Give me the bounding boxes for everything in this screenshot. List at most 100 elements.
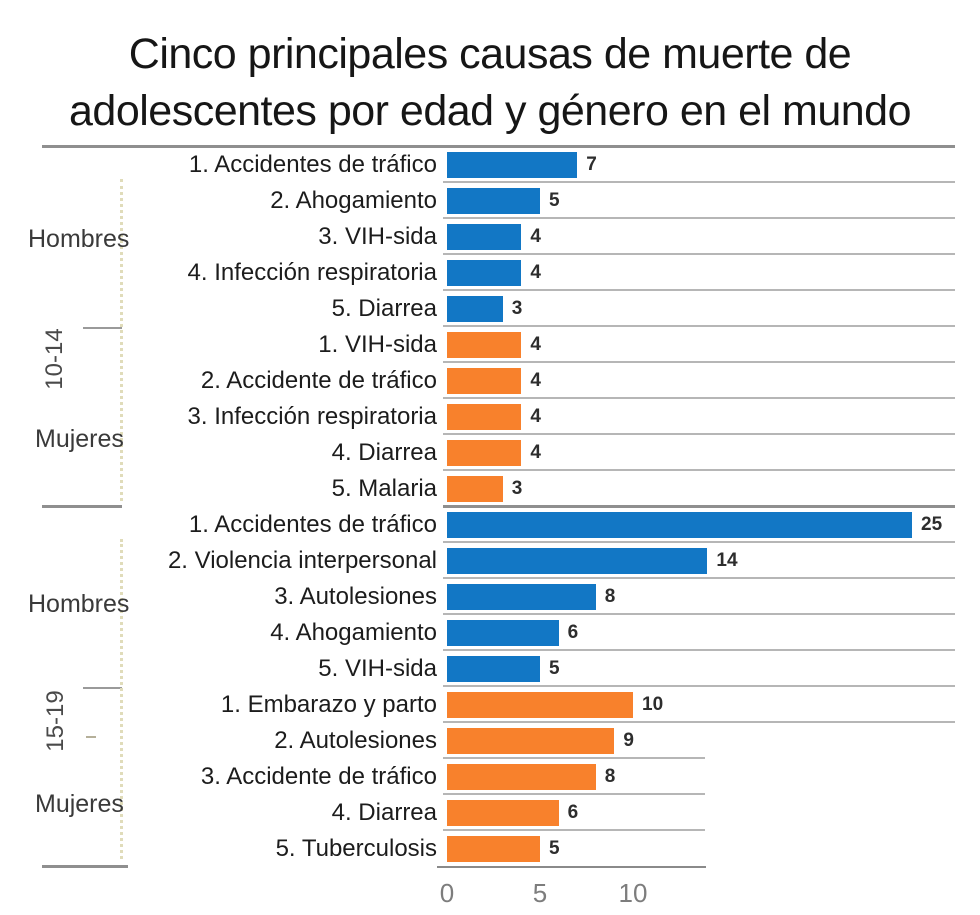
- bar-value-label: 8: [604, 586, 616, 607]
- chart-row: 3. Accidente de tráfico 8: [0, 759, 980, 795]
- row-gridline: [443, 361, 955, 363]
- bar-value-label: 6: [567, 622, 579, 643]
- bar-mujeres: [447, 404, 522, 430]
- row-gridline: [443, 325, 955, 327]
- bar-hombres: [447, 188, 540, 214]
- row-gridline: [443, 721, 955, 723]
- bar-value-label: 4: [530, 334, 541, 355]
- row-gridline: [443, 253, 955, 255]
- bar-value-label: 5: [549, 658, 560, 679]
- gender-boundary-tick: [83, 327, 122, 329]
- chart-row: 5. Tuberculosis 5: [0, 831, 980, 867]
- category-label: 4. Ahogamiento: [270, 619, 437, 646]
- x-axis-tick-label: 5: [532, 878, 548, 908]
- row-gridline: [443, 397, 955, 399]
- row-gridline: [443, 289, 955, 291]
- bar-hombres: [447, 224, 522, 250]
- bar-value-label: 10: [642, 694, 664, 715]
- chart-title: Cinco principales causas de muerte de ad…: [0, 26, 980, 140]
- gender-label-hombres-10-14: Hombres: [28, 225, 130, 253]
- row-gridline: [443, 613, 955, 615]
- bar-mujeres: [447, 764, 596, 790]
- chart-row: 2. Accidente de tráfico 4: [0, 363, 980, 399]
- row-gridline: [443, 469, 955, 471]
- category-label: 5. Malaria: [331, 475, 437, 502]
- bottom-frame-left: [42, 865, 128, 868]
- category-label: 2. Violencia interpersonal: [167, 547, 437, 574]
- row-gridline: [443, 649, 955, 651]
- bar-value-label: 14: [716, 550, 738, 571]
- gender-label-mujeres-15-19: Mujeres: [35, 790, 124, 818]
- chart-row: 1. Embarazo y parto 10: [0, 687, 980, 723]
- bar-value-label: 25: [921, 514, 943, 535]
- bar-value-label: 4: [530, 442, 541, 463]
- row-gridline: [443, 181, 955, 183]
- chart-title-line2: adolescentes por edad y género en el mun…: [68, 86, 912, 135]
- bar-value-label: 5: [549, 190, 560, 211]
- chart-row: 5. Malaria 3: [0, 471, 980, 507]
- row-gridline: [443, 829, 705, 831]
- x-axis-line: [437, 866, 706, 868]
- bar-mujeres: [447, 692, 633, 718]
- row-gridline: [443, 541, 955, 543]
- bar-mujeres: [447, 368, 522, 394]
- category-label: 2. Accidente de tráfico: [200, 367, 437, 394]
- row-gridline: [443, 433, 955, 435]
- category-label: 3. Accidente de tráfico: [200, 763, 437, 790]
- row-gridline: [443, 217, 955, 219]
- top-frame-line: [42, 145, 955, 148]
- bar-value-label: 9: [623, 730, 634, 751]
- plot-area: Hombres Mujeres Hombres Mujeres 10-14 15…: [0, 145, 980, 908]
- bar-hombres: [447, 548, 708, 574]
- chart-row: 1. VIH-sida 4: [0, 327, 980, 363]
- chart-row: 1. Accidentes de tráfico 7: [0, 147, 980, 183]
- bar-mujeres: [447, 332, 522, 358]
- bar-hombres: [447, 620, 559, 646]
- bar-hombres: [447, 512, 912, 538]
- bar-hombres: [447, 656, 540, 682]
- chart-row: 2. Autolesiones 9: [0, 723, 980, 759]
- category-label: 3. VIH-sida: [318, 223, 437, 250]
- chart-row: 5. VIH-sida 5: [0, 651, 980, 687]
- category-label: 1. Accidentes de tráfico: [188, 151, 437, 178]
- dotted-guide-line: [120, 539, 123, 859]
- category-label: 5. VIH-sida: [318, 655, 437, 682]
- chart-row: 4. Infección respiratoria 4: [0, 255, 980, 291]
- bar-value-label: 8: [604, 766, 616, 787]
- gender-label-hombres-15-19: Hombres: [28, 590, 130, 618]
- row-gridline: [443, 577, 955, 579]
- category-label: 4. Diarrea: [331, 799, 437, 826]
- category-label: 2. Ahogamiento: [270, 187, 437, 214]
- category-label: 5. Tuberculosis: [275, 835, 437, 862]
- bar-mujeres: [447, 440, 522, 466]
- chart-row: 4. Diarrea 6: [0, 795, 980, 831]
- bar-value-label: 3: [511, 298, 523, 319]
- bar-value-label: 4: [530, 262, 541, 283]
- chart-row: 4. Ahogamiento 6: [0, 615, 980, 651]
- bar-value-label: 4: [530, 406, 541, 427]
- bar-mujeres: [447, 836, 540, 862]
- x-axis-tick-label: 10: [618, 878, 648, 908]
- gender-label-mujeres-10-14: Mujeres: [35, 425, 124, 453]
- gender-boundary-tick: [83, 687, 122, 689]
- bar-mujeres: [447, 728, 615, 754]
- category-label: 4. Infección respiratoria: [187, 259, 437, 286]
- chart-row: 2. Ahogamiento 5: [0, 183, 980, 219]
- chart-row: 3. Infección respiratoria 4: [0, 399, 980, 435]
- bar-hombres: [447, 584, 596, 610]
- bar-mujeres: [447, 476, 503, 502]
- row-gridline: [443, 793, 705, 795]
- category-label: 5. Diarrea: [331, 295, 437, 322]
- category-label: 3. Infección respiratoria: [187, 403, 437, 430]
- bar-hombres: [447, 296, 503, 322]
- bar-hombres: [447, 152, 578, 178]
- chart-row: 2. Violencia interpersonal 14: [0, 543, 980, 579]
- group-divider-left: [42, 505, 122, 508]
- category-label: 3. Autolesiones: [274, 583, 437, 610]
- bar-value-label: 6: [567, 802, 579, 823]
- bar-value-label: 4: [530, 226, 541, 247]
- chart-title-line1: Cinco principales causas de muerte de: [128, 30, 852, 78]
- bar-hombres: [447, 260, 522, 286]
- row-gridline: [443, 685, 955, 687]
